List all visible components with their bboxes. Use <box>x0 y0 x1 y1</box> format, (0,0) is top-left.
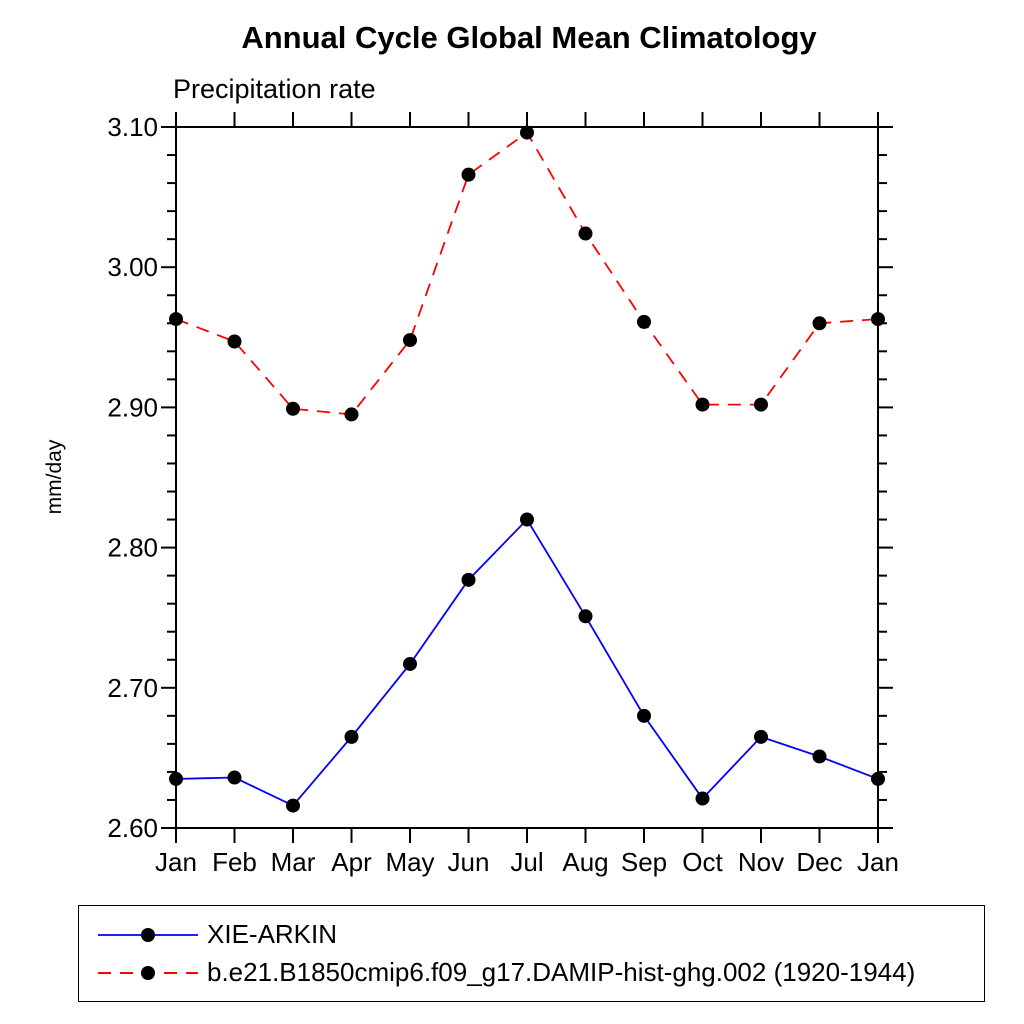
data-point <box>871 312 885 327</box>
legend-item: XIE-ARKIN <box>95 919 984 950</box>
data-point <box>812 316 827 331</box>
legend-line-sample-solid <box>98 927 198 942</box>
x-tick-label: Jul <box>510 847 543 877</box>
data-point <box>286 401 300 416</box>
data-point <box>578 226 593 241</box>
series-markers <box>169 125 885 422</box>
y-axis-tick-labels: 2.60 2.70 2.80 2.90 3.00 3.10 <box>107 112 158 843</box>
data-point <box>754 729 768 744</box>
data-point <box>286 798 300 813</box>
data-point <box>695 791 710 806</box>
data-point <box>227 770 242 785</box>
series-line <box>175 131 879 416</box>
legend-marker-icon <box>141 927 155 942</box>
data-point <box>344 729 359 744</box>
legend-marker-icon <box>141 965 155 980</box>
legend-item-label: b.e21.B1850cmip6.f09_g17.DAMIP-hist-ghg.… <box>207 957 916 987</box>
x-tick-label: Nov <box>738 847 784 877</box>
x-tick-label: Jan <box>857 847 899 877</box>
data-point <box>637 708 651 723</box>
axis-ticks <box>161 112 893 843</box>
x-tick-label: Apr <box>331 847 372 877</box>
x-tick-label: Jan <box>155 847 197 877</box>
y-tick-label: 2.90 <box>107 392 158 422</box>
chart-subtitle: Precipitation rate <box>173 74 376 104</box>
data-point <box>461 167 476 182</box>
series-markers <box>169 512 885 813</box>
y-tick-label: 2.60 <box>107 813 158 843</box>
legend-item: b.e21.B1850cmip6.f09_g17.DAMIP-hist-ghg.… <box>95 957 984 988</box>
x-tick-label: Dec <box>796 847 842 877</box>
plot-frame <box>175 126 879 829</box>
y-tick-label: 3.00 <box>107 252 158 282</box>
x-axis-tick-labels: Jan Feb Mar Apr May Jun Jul Aug Sep Oct Nov Dec Jan <box>155 847 899 877</box>
data-point <box>169 312 183 327</box>
data-point <box>637 314 651 329</box>
x-tick-label: Jun <box>448 847 490 877</box>
data-point <box>520 512 534 527</box>
data-point <box>344 407 359 422</box>
x-tick-label: Mar <box>271 847 316 877</box>
data-point <box>520 125 534 140</box>
legend-item-label: XIE-ARKIN <box>207 919 338 949</box>
x-tick-label: Feb <box>212 847 257 877</box>
data-point <box>578 609 593 624</box>
data-point <box>812 749 827 764</box>
x-tick-label: Aug <box>562 847 608 877</box>
x-tick-label: Oct <box>682 847 723 877</box>
data-point <box>695 397 710 412</box>
x-tick-label: Sep <box>621 847 667 877</box>
y-tick-label: 3.10 <box>107 112 158 142</box>
data-point <box>461 572 476 587</box>
y-tick-label: 2.80 <box>107 533 158 563</box>
data-point <box>871 771 885 786</box>
chart-title: Annual Cycle Global Mean Climatology <box>241 20 817 55</box>
data-point <box>227 334 242 349</box>
legend-line-sample-dashed <box>98 965 198 980</box>
data-point <box>754 397 768 412</box>
x-tick-label: May <box>385 847 434 877</box>
data-point <box>403 333 417 348</box>
y-tick-label: 2.70 <box>107 673 158 703</box>
legend-box: XIE-ARKIN b.e21.B1850cmip6.f09_g17.DAMIP… <box>78 905 985 1002</box>
data-point <box>403 656 417 671</box>
series-line <box>175 518 879 807</box>
data-point <box>169 771 183 786</box>
